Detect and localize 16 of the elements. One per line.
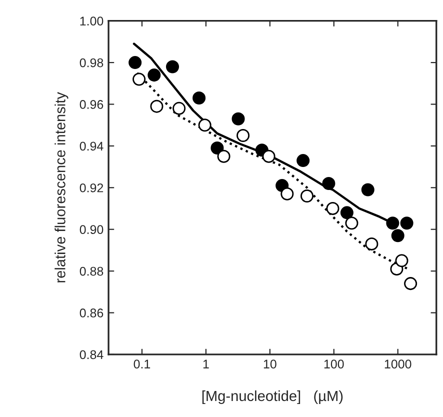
x-axis-title: [Mg-nucleotide] (µM) [202,390,343,404]
y-axis-title: relative fluorescence intensity [54,92,68,282]
y-tick-label: 0.88 [80,266,104,276]
y-tick-label: 0.86 [80,308,104,318]
x-tick-label: 10 [264,360,276,368]
x-tick-label: 1000 [384,360,412,368]
y-tick-label: 0.96 [80,100,104,109]
y-tick-label: 0.84 [80,350,104,360]
y-tick-label: 0.90 [80,225,104,234]
y-tick-label: 0.94 [80,142,104,151]
x-tick-label: 0.1 [134,360,150,368]
y-tick-label: 0.92 [80,183,104,192]
y-tick-label: 1.00 [80,16,104,26]
x-tick-label: 100 [324,360,344,368]
x-tick-label: 1 [203,360,209,368]
y-tick-label: 0.98 [80,58,104,68]
